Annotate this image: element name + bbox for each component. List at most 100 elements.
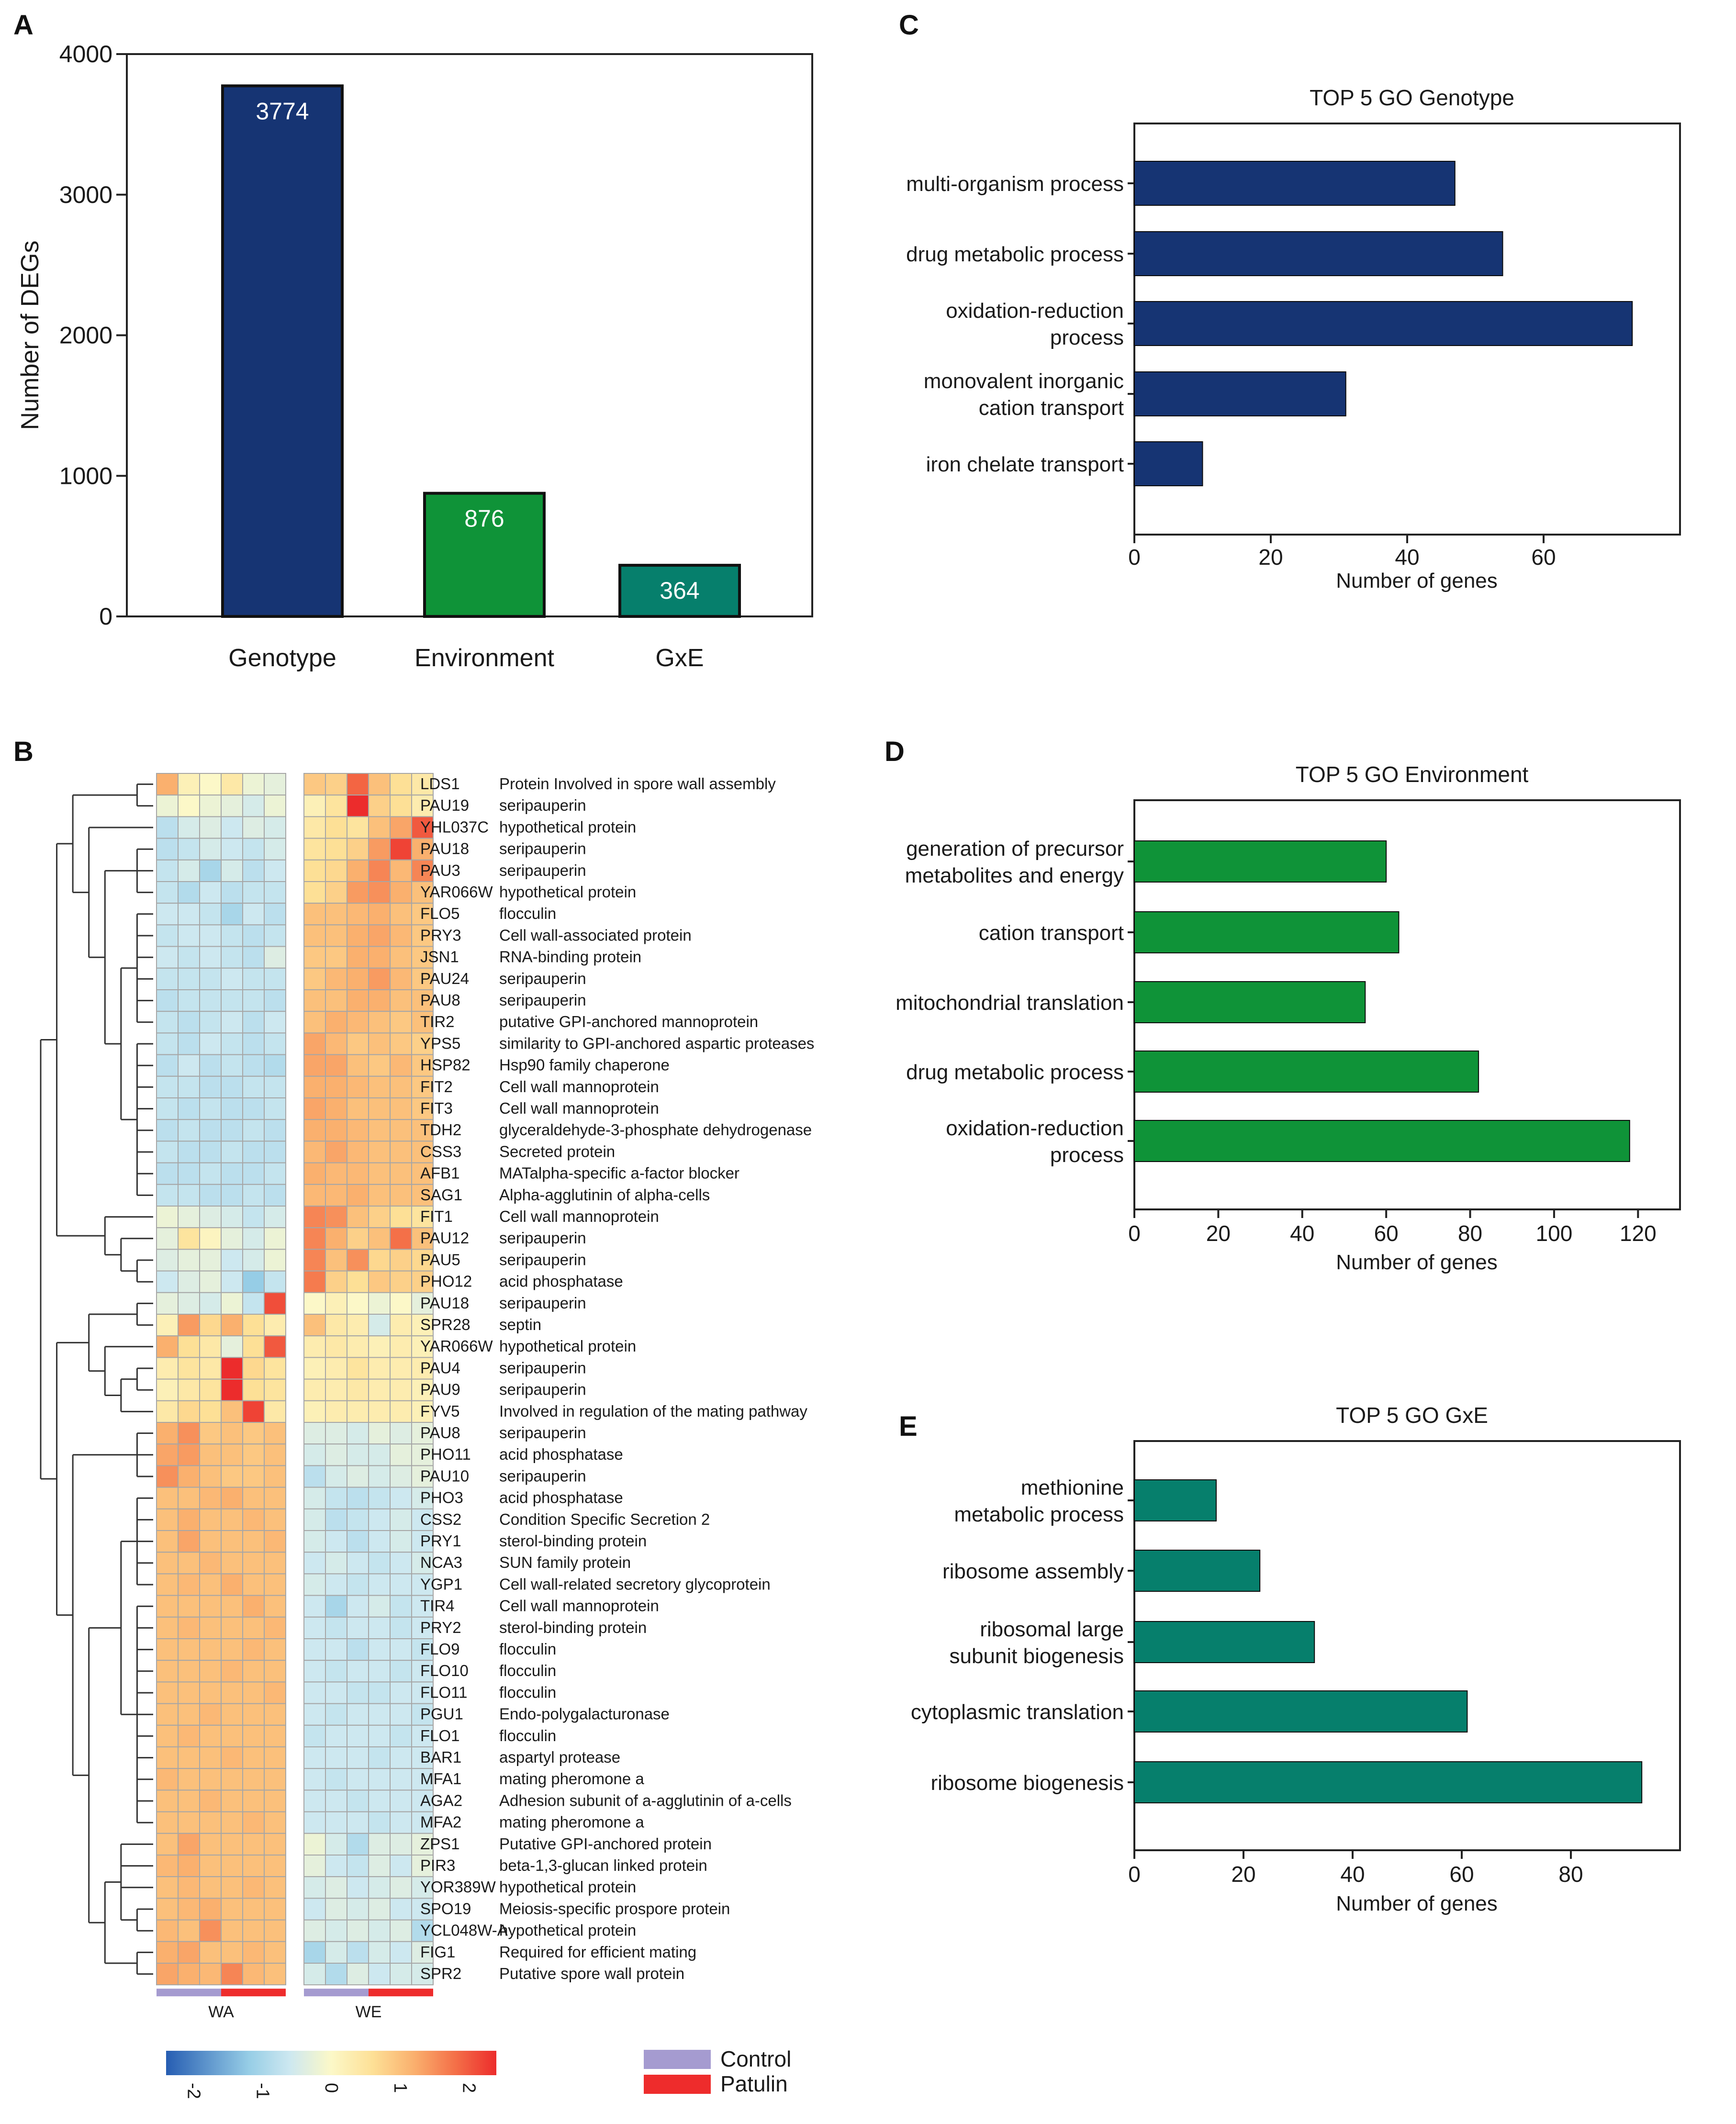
- gene-description: hypothetical protein: [499, 1922, 636, 1939]
- x-tick-label: 0: [1128, 545, 1141, 570]
- gene-name: PAU18: [420, 1294, 469, 1312]
- category-label: subunit biogenesis: [950, 1644, 1124, 1668]
- bar-value-label: 364: [660, 577, 699, 604]
- heatmap-cell: [221, 1075, 243, 1099]
- heatmap-cell: [390, 1919, 412, 1942]
- gene-name: BAR1: [420, 1748, 461, 1766]
- heatmap-cell: [368, 816, 391, 839]
- heatmap-cell: [411, 1422, 434, 1445]
- heatmap-cell: [156, 1487, 179, 1509]
- colorbar-tick-label: 2: [459, 2083, 479, 2093]
- gene-name: FLO10: [420, 1662, 469, 1679]
- heatmap-cell: [242, 1746, 265, 1769]
- heatmap-cell: [242, 1811, 265, 1834]
- heatmap-cell: [347, 1508, 369, 1532]
- heatmap-cell: [264, 1616, 286, 1640]
- heatmap-cell: [242, 816, 265, 839]
- heatmap-cell: [199, 1595, 222, 1618]
- heatmap-cell: [325, 1855, 347, 1878]
- heatmap-cell: [264, 1357, 286, 1380]
- heatmap-cell: [221, 1724, 243, 1748]
- heatmap-cell: [411, 1530, 434, 1553]
- gene-description: Required for efficient mating: [499, 1943, 696, 1961]
- heatmap-cell: [156, 1703, 179, 1726]
- gene-name: FIT2: [420, 1078, 453, 1096]
- heatmap-cell: [264, 903, 286, 926]
- x-axis-label: Number of genes: [1336, 1251, 1498, 1274]
- heatmap-cell: [368, 1941, 391, 1964]
- heatmap-cell: [264, 1811, 286, 1834]
- heatmap-cell: [242, 1919, 265, 1942]
- gene-description: Secreted protein: [499, 1142, 615, 1160]
- heatmap-cell: [325, 859, 347, 883]
- heatmap-cell: [178, 1162, 200, 1185]
- heatmap-cell: [242, 1703, 265, 1726]
- heatmap-cell: [347, 794, 369, 817]
- heatmap-cell: [390, 1487, 412, 1509]
- heatmap-cell: [411, 1573, 434, 1596]
- gene-name: PRY1: [420, 1532, 461, 1550]
- heatmap-cell: [390, 1963, 412, 1986]
- heatmap-cell: [347, 1941, 369, 1964]
- heatmap-cell: [178, 1703, 200, 1726]
- heatmap-cell: [264, 1119, 286, 1142]
- heatmap-cell: [221, 1335, 243, 1358]
- heatmap-cell: [199, 1335, 222, 1358]
- heatmap-cell: [347, 1140, 369, 1163]
- heatmap-cell: [264, 1422, 286, 1445]
- heatmap-cell: [325, 1638, 347, 1661]
- heatmap-cell: [242, 1898, 265, 1921]
- gene-description: Protein Involved in spore wall assembly: [499, 775, 776, 793]
- heatmap-cell: [390, 1097, 412, 1120]
- heatmap-cell: [264, 1703, 286, 1726]
- heatmap-cell: [411, 1206, 434, 1229]
- heatmap-cell: [242, 1206, 265, 1229]
- condition-bar: [264, 1989, 286, 1997]
- heatmap-cell: [156, 1206, 179, 1229]
- condition-bar: [221, 1989, 243, 1997]
- heatmap-cell: [325, 1941, 347, 1964]
- heatmap-cell: [411, 1616, 434, 1640]
- heatmap-cell: [390, 881, 412, 904]
- heatmap-cell: [411, 1119, 434, 1142]
- panel-b-heatmap: LDS1 Protein Involved in spore wall assem…: [40, 773, 814, 2099]
- heatmap-cell: [390, 1941, 412, 1964]
- heatmap-cell: [411, 773, 434, 796]
- heatmap-cell: [199, 967, 222, 991]
- category-label: cytoplasmic translation: [911, 1700, 1124, 1724]
- colorbar-tick-label: 0: [321, 2083, 341, 2093]
- gene-name: CSS2: [420, 1510, 461, 1528]
- y-axis-label: Number of DEGs: [16, 241, 44, 430]
- heatmap-cell: [264, 838, 286, 861]
- gene-description: Endo-polygalacturonase: [499, 1705, 670, 1723]
- heatmap-cell: [347, 1703, 369, 1726]
- heatmap-cell: [303, 881, 326, 904]
- heatmap-cell: [242, 1292, 265, 1315]
- gene-name: FLO5: [420, 905, 460, 922]
- heatmap-cell: [347, 1746, 369, 1769]
- heatmap-cell: [221, 816, 243, 839]
- gene-description: hypothetical protein: [499, 1337, 636, 1355]
- heatmap-cell: [347, 1357, 369, 1380]
- heatmap-cell: [325, 1789, 347, 1812]
- heatmap-cell: [178, 1660, 200, 1683]
- heatmap-cell: [156, 1530, 179, 1553]
- heatmap-cell: [325, 1162, 347, 1185]
- heatmap-cell: [199, 1573, 222, 1596]
- bar-gxe: [618, 564, 741, 618]
- heatmap-cell: [390, 1054, 412, 1077]
- category-label: metabolic process: [954, 1503, 1124, 1526]
- gene-name: PAU4: [420, 1359, 460, 1376]
- x-tick-label: 60: [1374, 1221, 1399, 1246]
- gene-name: AGA2: [420, 1791, 462, 1809]
- heatmap-cell: [303, 1227, 326, 1250]
- heatmap-cell: [221, 1227, 243, 1250]
- heatmap-cell: [303, 1270, 326, 1293]
- heatmap-cell: [411, 967, 434, 991]
- heatmap-cell: [303, 1422, 326, 1445]
- heatmap-cell: [390, 816, 412, 839]
- heatmap-cell: [242, 1768, 265, 1791]
- heatmap-cell: [156, 1508, 179, 1532]
- heatmap-cell: [325, 794, 347, 817]
- heatmap-cell: [156, 1335, 179, 1358]
